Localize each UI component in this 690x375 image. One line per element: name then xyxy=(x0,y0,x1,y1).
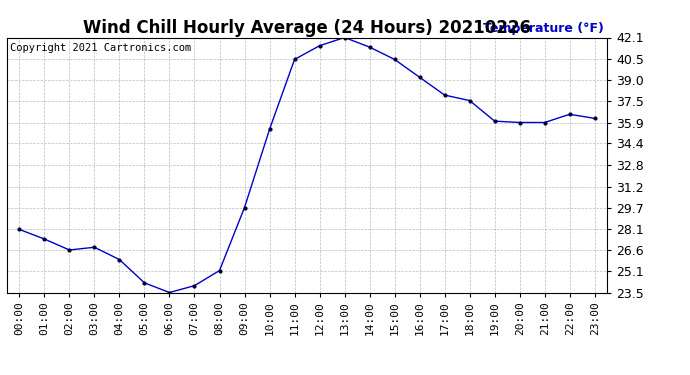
Text: Copyright 2021 Cartronics.com: Copyright 2021 Cartronics.com xyxy=(10,43,191,52)
Title: Wind Chill Hourly Average (24 Hours) 20210226: Wind Chill Hourly Average (24 Hours) 202… xyxy=(83,20,531,38)
Text: Temperature (°F): Temperature (°F) xyxy=(483,22,604,35)
